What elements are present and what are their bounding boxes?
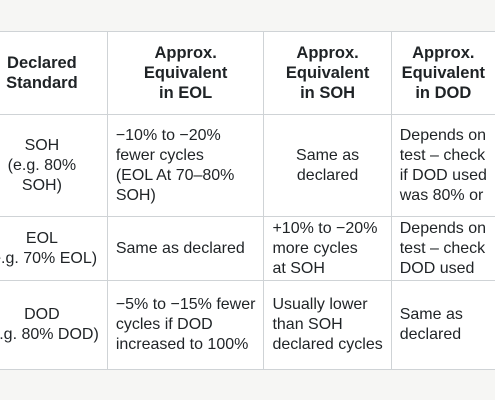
cell-eol: Same as declared xyxy=(106,216,265,281)
header-line: Approx. xyxy=(154,44,217,62)
header-line: Approx. xyxy=(412,44,475,62)
table-row-eol: EOL (e.g. 70% EOL) Same as declared +10%… xyxy=(0,216,495,281)
cell-line: Same as declared xyxy=(115,239,245,257)
cell-eol: −5% to −15% fewer cycles if DOD increase… xyxy=(106,280,265,370)
cell-line: declared xyxy=(399,326,462,343)
cell-dod: Depends on test – check DOD used xyxy=(390,216,495,281)
table-header-row: Declared Standard Approx. Equivalent in … xyxy=(0,31,495,115)
cell-line: Depends on xyxy=(399,219,487,237)
cell-line: (e.g. 80% DOD) xyxy=(0,326,99,343)
cell-soh: +10% to −20% more cycles at SOH xyxy=(263,216,392,281)
cell-line: test – check xyxy=(399,239,486,257)
cell-soh: Usually lower than SOH declared cycles xyxy=(263,280,392,370)
header-equivalent-eol: Approx. Equivalent in EOL xyxy=(106,31,265,115)
table-row-soh: SOH (e.g. 80% SOH) −10% to −20% fewer cy… xyxy=(0,114,495,217)
cell-line: SOH) xyxy=(21,176,62,194)
cell-line: cycles if DOD xyxy=(115,316,213,333)
cell-line: increased to 100% xyxy=(115,336,249,353)
cell-line: declared cycles xyxy=(272,336,383,353)
cell-line: SOH) xyxy=(115,186,156,204)
cell-line: Usually lower xyxy=(272,296,368,313)
cell-line: (e.g. 80% xyxy=(7,156,77,174)
cell-line: more cycles xyxy=(272,239,358,257)
header-equivalent-dod: Approx. Equivalent in DOD xyxy=(390,31,495,115)
cell-line: DOD xyxy=(24,306,60,323)
header-line: Declared xyxy=(7,54,77,72)
cell-line: (EOL At 70–80% xyxy=(115,166,235,184)
cell-line: declared xyxy=(296,166,359,184)
cell-dod: Same as declared xyxy=(390,280,495,370)
header-line: in SOH xyxy=(300,84,356,102)
cell-line: Depends on xyxy=(399,126,487,144)
cell-line: than SOH xyxy=(272,316,343,333)
cell-standard: DOD (e.g. 80% DOD) xyxy=(0,280,108,370)
cell-standard: SOH (e.g. 80% SOH) xyxy=(0,114,108,217)
cell-line: Same as xyxy=(296,146,360,164)
cell-soh: Same as declared xyxy=(263,114,392,217)
cell-line: +10% to −20% xyxy=(272,219,378,237)
header-equivalent-soh: Approx. Equivalent in SOH xyxy=(263,31,392,115)
cell-standard: EOL (e.g. 70% EOL) xyxy=(0,216,108,281)
header-line: Approx. xyxy=(296,44,359,62)
cell-line: if DOD used xyxy=(399,166,487,184)
cell-line: DOD used xyxy=(399,259,475,277)
cell-line: at SOH xyxy=(272,259,325,277)
header-line: Equivalent xyxy=(401,64,486,82)
cell-line: was 80% or xyxy=(399,186,484,204)
header-line: in DOD xyxy=(415,84,472,102)
cell-line: test – check xyxy=(399,146,486,164)
cell-dod: Depends on test – check if DOD used was … xyxy=(390,114,495,217)
cell-line: SOH xyxy=(24,136,60,154)
cell-line: −5% to −15% fewer xyxy=(115,296,256,313)
cell-line: Same as xyxy=(399,306,463,323)
battery-standard-comparison-table: Declared Standard Approx. Equivalent in … xyxy=(0,31,495,370)
header-line: Equivalent xyxy=(143,64,228,82)
header-line: Standard xyxy=(6,74,78,92)
header-line: in EOL xyxy=(159,84,213,102)
cell-line: (e.g. 70% EOL) xyxy=(0,249,98,267)
header-declared-standard: Declared Standard xyxy=(0,31,108,115)
cell-eol: −10% to −20% fewer cycles (EOL At 70–80%… xyxy=(106,114,265,217)
cell-line: fewer cycles xyxy=(115,146,204,164)
header-line: Equivalent xyxy=(285,64,370,82)
table-row-dod: DOD (e.g. 80% DOD) −5% to −15% fewer cyc… xyxy=(0,280,495,370)
cell-line: EOL xyxy=(25,229,58,247)
cell-line: −10% to −20% xyxy=(115,126,221,144)
